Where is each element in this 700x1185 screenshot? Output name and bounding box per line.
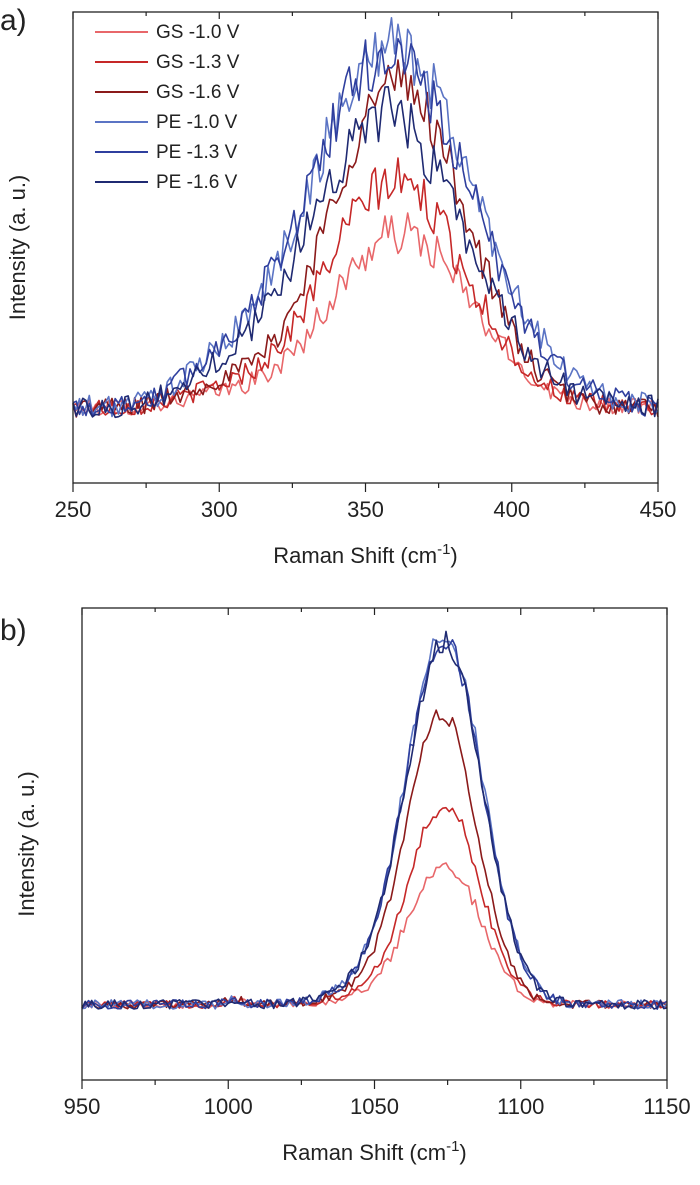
- series-line-a-gs-1-6-v: [72, 59, 659, 418]
- legend-a: GS -1.0 V GS -1.3 V GS -1.6 V PE -1.0 V PE -…: [95, 22, 240, 193]
- legend-label: GS -1.3 V: [156, 52, 240, 73]
- x-tick-label: 1050: [350, 1094, 399, 1119]
- series-line-b-gs-1-6-v: [81, 709, 668, 1010]
- x-tick-label: 250: [55, 497, 92, 522]
- legend-label: PE -1.6 V: [156, 172, 238, 193]
- x-tick-label: 300: [201, 497, 238, 522]
- series-line-a-gs-1-0-v: [72, 212, 659, 417]
- series-line-b-pe-1-6-v: [81, 630, 668, 1010]
- legend-label: PE -1.0 V: [156, 112, 238, 133]
- x-tick-label: 1150: [643, 1094, 690, 1119]
- x-axis-title-a: Raman Shift (cm-1): [273, 541, 458, 568]
- x-axis-title-b: Raman Shift (cm-1): [282, 1138, 467, 1165]
- legend-label: GS -1.0 V: [156, 22, 240, 43]
- series-line-b-pe-1-0-v: [81, 638, 668, 1010]
- legend-label: PE -1.3 V: [156, 142, 238, 163]
- series-group-a: [72, 16, 659, 419]
- x-tick-label: 1100: [497, 1094, 544, 1119]
- legend-item: PE -1.6 V: [95, 172, 238, 193]
- legend-item: PE -1.3 V: [95, 142, 238, 163]
- x-tick-label: 350: [347, 497, 384, 522]
- x-tick-label: 450: [640, 497, 677, 522]
- series-line-b-gs-1-0-v: [81, 862, 668, 1010]
- x-tick-label: 1000: [204, 1094, 253, 1119]
- legend-item: GS -1.6 V: [95, 82, 240, 103]
- series-line-a-pe-1-6-v: [72, 86, 659, 419]
- legend-label: GS -1.6 V: [156, 82, 240, 103]
- legend-item: GS -1.3 V: [95, 52, 240, 73]
- panel-label-b: b): [0, 614, 27, 647]
- series-line-a-pe-1-3-v: [72, 37, 659, 417]
- panel-label-a: a): [0, 4, 27, 37]
- series-line-b-pe-1-3-v: [81, 638, 668, 1011]
- panel-b: b) 950 1000 1050 1100 1150 Raman Shift (cm-1)…: [0, 607, 691, 1165]
- y-axis-title-b: Intensity (a. u.): [14, 771, 39, 917]
- y-axis-title-a: Intensity (a. u.): [5, 175, 30, 321]
- series-group-b: [81, 630, 668, 1011]
- series-line-a-pe-1-0-v: [72, 16, 659, 418]
- panel-a: a) 250 300 350 400 450 Raman Shift (cm-1) Inte…: [0, 4, 676, 568]
- x-tick-label: 400: [493, 497, 530, 522]
- legend-item: GS -1.0 V: [95, 22, 240, 43]
- legend-item: PE -1.0 V: [95, 112, 238, 133]
- x-tick-label: 950: [64, 1094, 101, 1119]
